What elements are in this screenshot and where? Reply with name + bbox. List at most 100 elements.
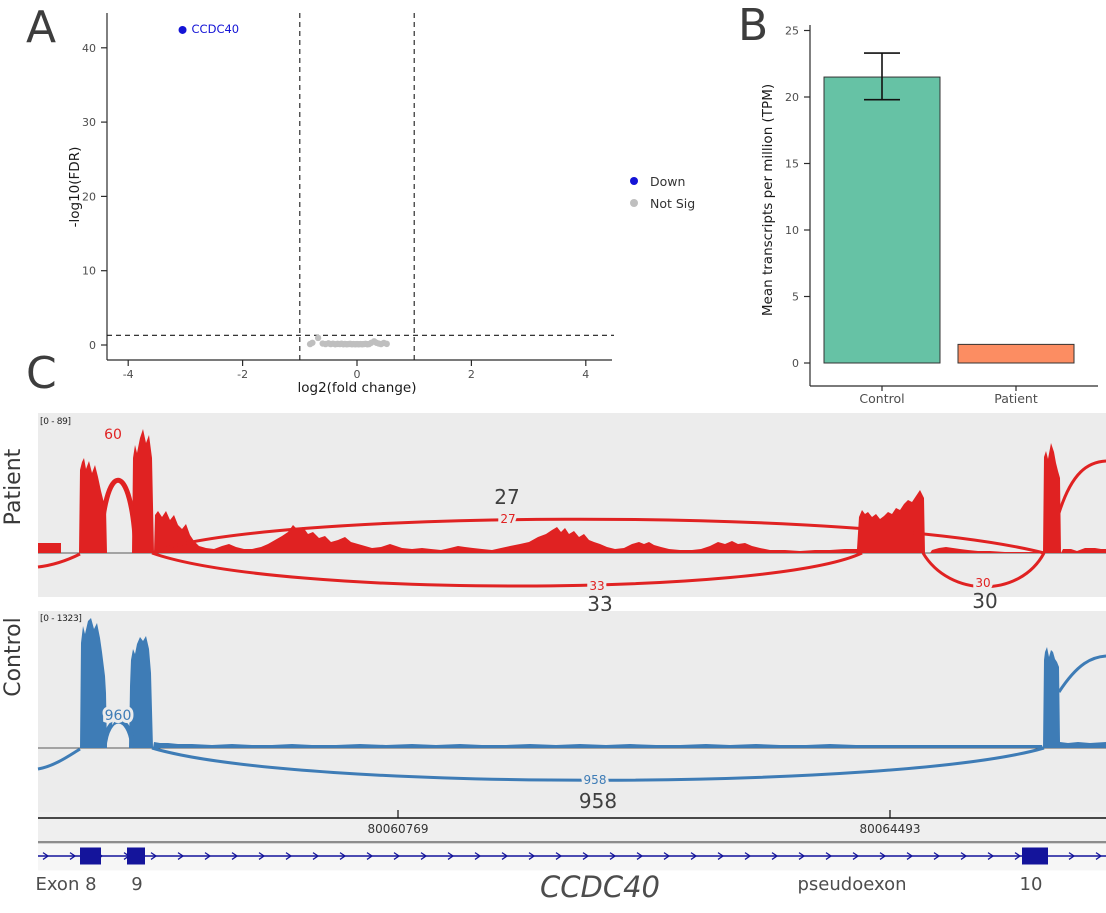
bar-category-control: Control <box>859 391 905 406</box>
junction-label-halo: 958 <box>584 773 607 787</box>
junction-read-count: 958 <box>584 773 607 787</box>
exon9-label: 9 <box>131 874 143 895</box>
strand-arrow-icon <box>150 852 158 860</box>
junction-tail <box>1057 459 1106 514</box>
junction-arc <box>921 552 1046 589</box>
volcano-gene-label: CCDC40 <box>192 22 240 36</box>
svg-text:20: 20 <box>785 91 799 104</box>
bar-y-axis-title: Mean transcripts per million (TPM) <box>760 83 776 317</box>
legend-label-notsig: Not Sig <box>650 195 696 211</box>
svg-text:-2: -2 <box>237 368 248 381</box>
svg-text:0: 0 <box>792 357 799 370</box>
gene-model <box>38 843 1106 871</box>
junction-read-count: 60 <box>104 427 122 443</box>
notsig-dot-icon <box>630 199 638 207</box>
strand-arrow-icon <box>1095 852 1103 860</box>
junction-label-halo: 33 <box>589 579 604 593</box>
svg-text:10: 10 <box>82 265 96 278</box>
strand-arrow-icon <box>420 852 428 860</box>
junction-arc <box>151 551 863 588</box>
junction-read-count: 33 <box>589 579 604 593</box>
strand-arrow-icon <box>771 852 779 860</box>
strand-arrow-icon <box>987 852 995 860</box>
exon8-label: Exon 8 <box>35 874 97 895</box>
patient-range-label: [0 - 89] <box>40 417 71 427</box>
strand-arrow-icon <box>582 852 590 860</box>
svg-text:40: 40 <box>82 42 96 55</box>
strand-arrow-icon <box>744 852 752 860</box>
svg-text:10: 10 <box>785 224 799 237</box>
strand-arrow-icon <box>285 852 293 860</box>
svg-text:30: 30 <box>82 116 96 129</box>
strand-arrow-icon <box>1014 852 1022 860</box>
volcano-highlight: CCDC40 <box>178 22 240 36</box>
junction-tail <box>37 747 81 771</box>
bar-axes: 0 5 10 15 20 25 <box>785 25 1098 391</box>
junction-label-halo: 27 <box>500 512 515 526</box>
exon-box <box>127 847 145 865</box>
strand-arrow-icon <box>231 852 239 860</box>
junction-read-count-big: 30 <box>972 589 997 613</box>
svg-text:2: 2 <box>468 368 475 381</box>
exon-box <box>80 847 101 865</box>
gene-title: CCDC40 <box>540 870 660 904</box>
strand-arrow-icon <box>690 852 698 860</box>
down-dot-icon <box>630 177 638 185</box>
junction-tail <box>1057 654 1106 693</box>
strand-arrow-icon <box>177 852 185 860</box>
strand-arrow-icon <box>339 852 347 860</box>
legend-row-notsig: Not Sig <box>630 192 695 214</box>
junction-read-count-big: 27 <box>494 485 519 509</box>
panel-a: A 0 10 20 30 40 -4 -2 0 2 4 CCDC40 -log10(FDR) log… <box>0 0 730 400</box>
volcano-points <box>306 334 390 348</box>
ruler-coordinate-left: 80060769 <box>367 822 429 836</box>
volcano-plot-svg: 0 10 20 30 40 -4 -2 0 2 4 CCDC40 <box>82 13 614 381</box>
strand-arrow-icon <box>906 852 914 860</box>
svg-text:4: 4 <box>582 368 589 381</box>
volcano-x-axis-title: log2(fold change) <box>297 380 417 396</box>
svg-text:5: 5 <box>792 291 799 304</box>
strand-arrow-icon <box>69 852 77 860</box>
coverage-patient <box>38 429 1106 553</box>
patient-track-label: Patient <box>1 448 26 526</box>
junction-read-count: 960 <box>105 708 132 724</box>
strand-arrow-icon <box>879 852 887 860</box>
svg-text:0: 0 <box>89 339 96 352</box>
panel-b-letter: B <box>738 0 769 51</box>
strand-arrow-icon <box>933 852 941 860</box>
strand-arrow-icon <box>42 852 50 860</box>
svg-text:20: 20 <box>82 190 96 203</box>
svg-text:25: 25 <box>785 25 799 38</box>
junction-label-halo: 60 <box>104 427 122 443</box>
strand-arrow-icon <box>717 852 725 860</box>
exon10-label: 10 <box>1019 874 1043 895</box>
junction-arc <box>101 718 136 749</box>
strand-arrow-icon <box>528 852 536 860</box>
error-bar <box>864 52 900 101</box>
strand-arrow-icon <box>366 852 374 860</box>
strand-arrow-icon <box>258 852 266 860</box>
strand-arrow-icon <box>474 852 482 860</box>
junction-arc <box>151 517 1045 555</box>
bar-control <box>823 76 941 364</box>
svg-text:15: 15 <box>785 158 799 171</box>
strand-arrow-icon <box>501 852 509 860</box>
panel-a-letter: A <box>26 2 57 53</box>
svg-text:-4: -4 <box>123 368 134 381</box>
strand-arrow-icon <box>204 852 212 860</box>
panel-c: 60 60 27 27 27 33 33 33 30 30 30 960 960 958 958 958 <box>0 400 1106 913</box>
control-track-label: Control <box>1 617 26 697</box>
control-range-label: [0 - 1323] <box>40 614 82 624</box>
coverage-control <box>38 618 1106 748</box>
junction-read-count: 30 <box>975 576 990 590</box>
bar-chart-svg: 0 5 10 15 20 25 <box>785 25 1098 391</box>
ruler <box>38 810 1106 844</box>
strand-arrow-icon <box>852 852 860 860</box>
bar-series <box>823 76 1075 364</box>
exon-box <box>1022 847 1048 865</box>
strand-arrow-icon <box>1068 852 1076 860</box>
strand-arrow-icon <box>312 852 320 860</box>
strand-arrow-icon <box>555 852 563 860</box>
junction-arc <box>151 746 1045 782</box>
